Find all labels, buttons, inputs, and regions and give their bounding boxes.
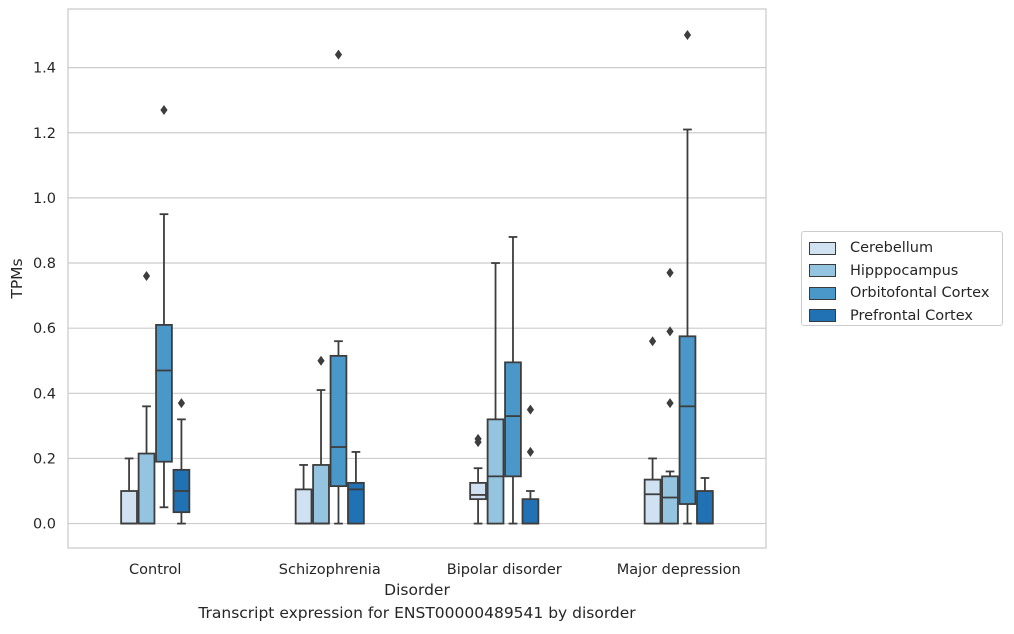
box-control-hipppocampus-iqr	[137, 452, 156, 525]
box-schizophrenia-hipppocampus-iqr	[312, 464, 330, 525]
box-control-hipppocampus	[137, 271, 156, 525]
legend-swatch-hippocampus	[809, 264, 836, 278]
x-tick-label-schizophrenia: Schizophrenia	[279, 562, 381, 578]
box-bipolar-disorder-cerebellum-outlier-1	[474, 433, 482, 444]
legend-swatch-prefrontal-cortex	[809, 309, 836, 323]
box-schizophrenia-hipppocampus	[312, 355, 330, 525]
chart-title: Transcript expression for ENST0000048954…	[198, 604, 636, 622]
box-schizophrenia-orbitofontal-cortex-iqr	[329, 354, 348, 488]
legend-item-cerebellum: Cerebellum	[809, 237, 1002, 260]
box-major-depression-prefrontal-cortex	[696, 477, 714, 525]
y-tick-label-2: 0.4	[33, 386, 56, 402]
plot-frame	[67, 8, 767, 549]
box-schizophrenia-orbitofontal-cortex-outlier-0	[334, 49, 343, 60]
box-bipolar-disorder-prefrontal-cortex-iqr	[521, 498, 540, 525]
box-major-depression-prefrontal-cortex-iqr	[696, 490, 714, 525]
y-axis-label: TPMs	[8, 258, 26, 299]
box-control-cerebellum-iqr	[120, 490, 138, 525]
grid-lines	[68, 67, 766, 525]
y-tick-label-6: 1.2	[33, 126, 56, 142]
box-schizophrenia-hipppocampus-outlier-0	[317, 355, 325, 366]
box-bipolar-disorder-prefrontal-cortex	[521, 404, 540, 525]
y-tick-labels: 0.0 0.2 0.4 0.6 0.8 1.0 1.2 1.4	[33, 61, 56, 533]
legend-item-orbitofrontal-cortex: Orbitofontal Cortex	[809, 282, 1002, 305]
box-major-depression-hipppocampus-outlier-0	[666, 398, 674, 409]
box-bipolar-disorder-cerebellum-iqr	[469, 481, 487, 501]
x-axis-label: Disorder	[384, 581, 450, 599]
box-major-depression-cerebellum-iqr	[643, 478, 662, 525]
box-plots	[120, 30, 714, 525]
box-bipolar-disorder-cerebellum	[469, 433, 487, 525]
legend-label-prefrontal-cortex: Prefrontal Cortex	[850, 307, 973, 324]
box-control-cerebellum	[120, 457, 138, 525]
box-major-depression-hipppocampus	[661, 267, 679, 525]
legend-item-hippocampus: Hipppocampus	[809, 260, 1002, 283]
x-tick-label-major-depression: Major depression	[617, 562, 741, 578]
legend: Cerebellum Hipppocampus Orbitofontal Cor…	[801, 231, 1003, 326]
box-bipolar-disorder-hipppocampus	[486, 262, 505, 525]
x-tick-labels: Control Schizophrenia Bipolar disorder Majo…	[129, 562, 741, 578]
box-major-depression-hipppocampus-iqr	[661, 475, 679, 525]
box-control-prefrontal-cortex	[172, 398, 191, 525]
y-tick-label-4: 0.8	[33, 256, 56, 272]
box-major-depression-orbitofontal-cortex-iqr	[678, 335, 697, 505]
box-major-depression-orbitofontal-cortex	[678, 30, 697, 525]
box-control-prefrontal-cortex-outlier-0	[177, 398, 186, 409]
box-bipolar-disorder-orbitofontal-cortex-iqr	[504, 361, 522, 478]
y-tick-label-1: 0.2	[33, 451, 56, 467]
box-schizophrenia-orbitofontal-cortex	[329, 49, 348, 525]
legend-label-hippocampus: Hipppocampus	[850, 262, 959, 279]
y-tick-label-0: 0.0	[33, 517, 56, 533]
y-tick-label-3: 0.6	[33, 321, 56, 337]
legend-swatch-orbitofrontal-cortex	[809, 286, 836, 300]
box-major-depression-hipppocampus-outlier-2	[666, 267, 674, 278]
legend-item-prefrontal-cortex: Prefrontal Cortex	[809, 305, 1002, 328]
box-bipolar-disorder-hipppocampus-iqr	[486, 418, 505, 525]
box-schizophrenia-cerebellum	[294, 464, 313, 525]
box-schizophrenia-prefrontal-cortex-iqr	[347, 481, 365, 525]
legend-label-orbitofrontal-cortex: Orbitofontal Cortex	[850, 285, 990, 302]
box-major-depression-cerebellum	[643, 336, 662, 525]
box-control-orbitofontal-cortex-iqr	[155, 324, 173, 463]
box-control-orbitofontal-cortex	[155, 104, 173, 509]
box-bipolar-disorder-prefrontal-cortex-outlier-1	[526, 404, 535, 415]
box-control-orbitofontal-cortex-outlier-0	[160, 104, 168, 115]
x-tick-label-bipolar-disorder: Bipolar disorder	[447, 562, 562, 578]
box-bipolar-disorder-prefrontal-cortex-outlier-0	[526, 446, 535, 457]
box-major-depression-hipppocampus-outlier-1	[666, 326, 674, 337]
box-bipolar-disorder-orbitofontal-cortex	[504, 236, 522, 525]
box-major-depression-orbitofontal-cortex-outlier-0	[683, 30, 692, 41]
legend-label-cerebellum: Cerebellum	[850, 240, 934, 257]
y-tick-label-7: 1.4	[33, 61, 56, 77]
box-control-hipppocampus-outlier-0	[142, 271, 151, 282]
y-tick-label-5: 1.0	[33, 191, 56, 207]
legend-swatch-cerebellum	[809, 241, 836, 255]
box-major-depression-cerebellum-outlier-0	[648, 336, 657, 347]
x-tick-label-control: Control	[129, 562, 181, 578]
box-schizophrenia-cerebellum-iqr	[294, 488, 313, 525]
box-schizophrenia-prefrontal-cortex	[347, 451, 365, 525]
